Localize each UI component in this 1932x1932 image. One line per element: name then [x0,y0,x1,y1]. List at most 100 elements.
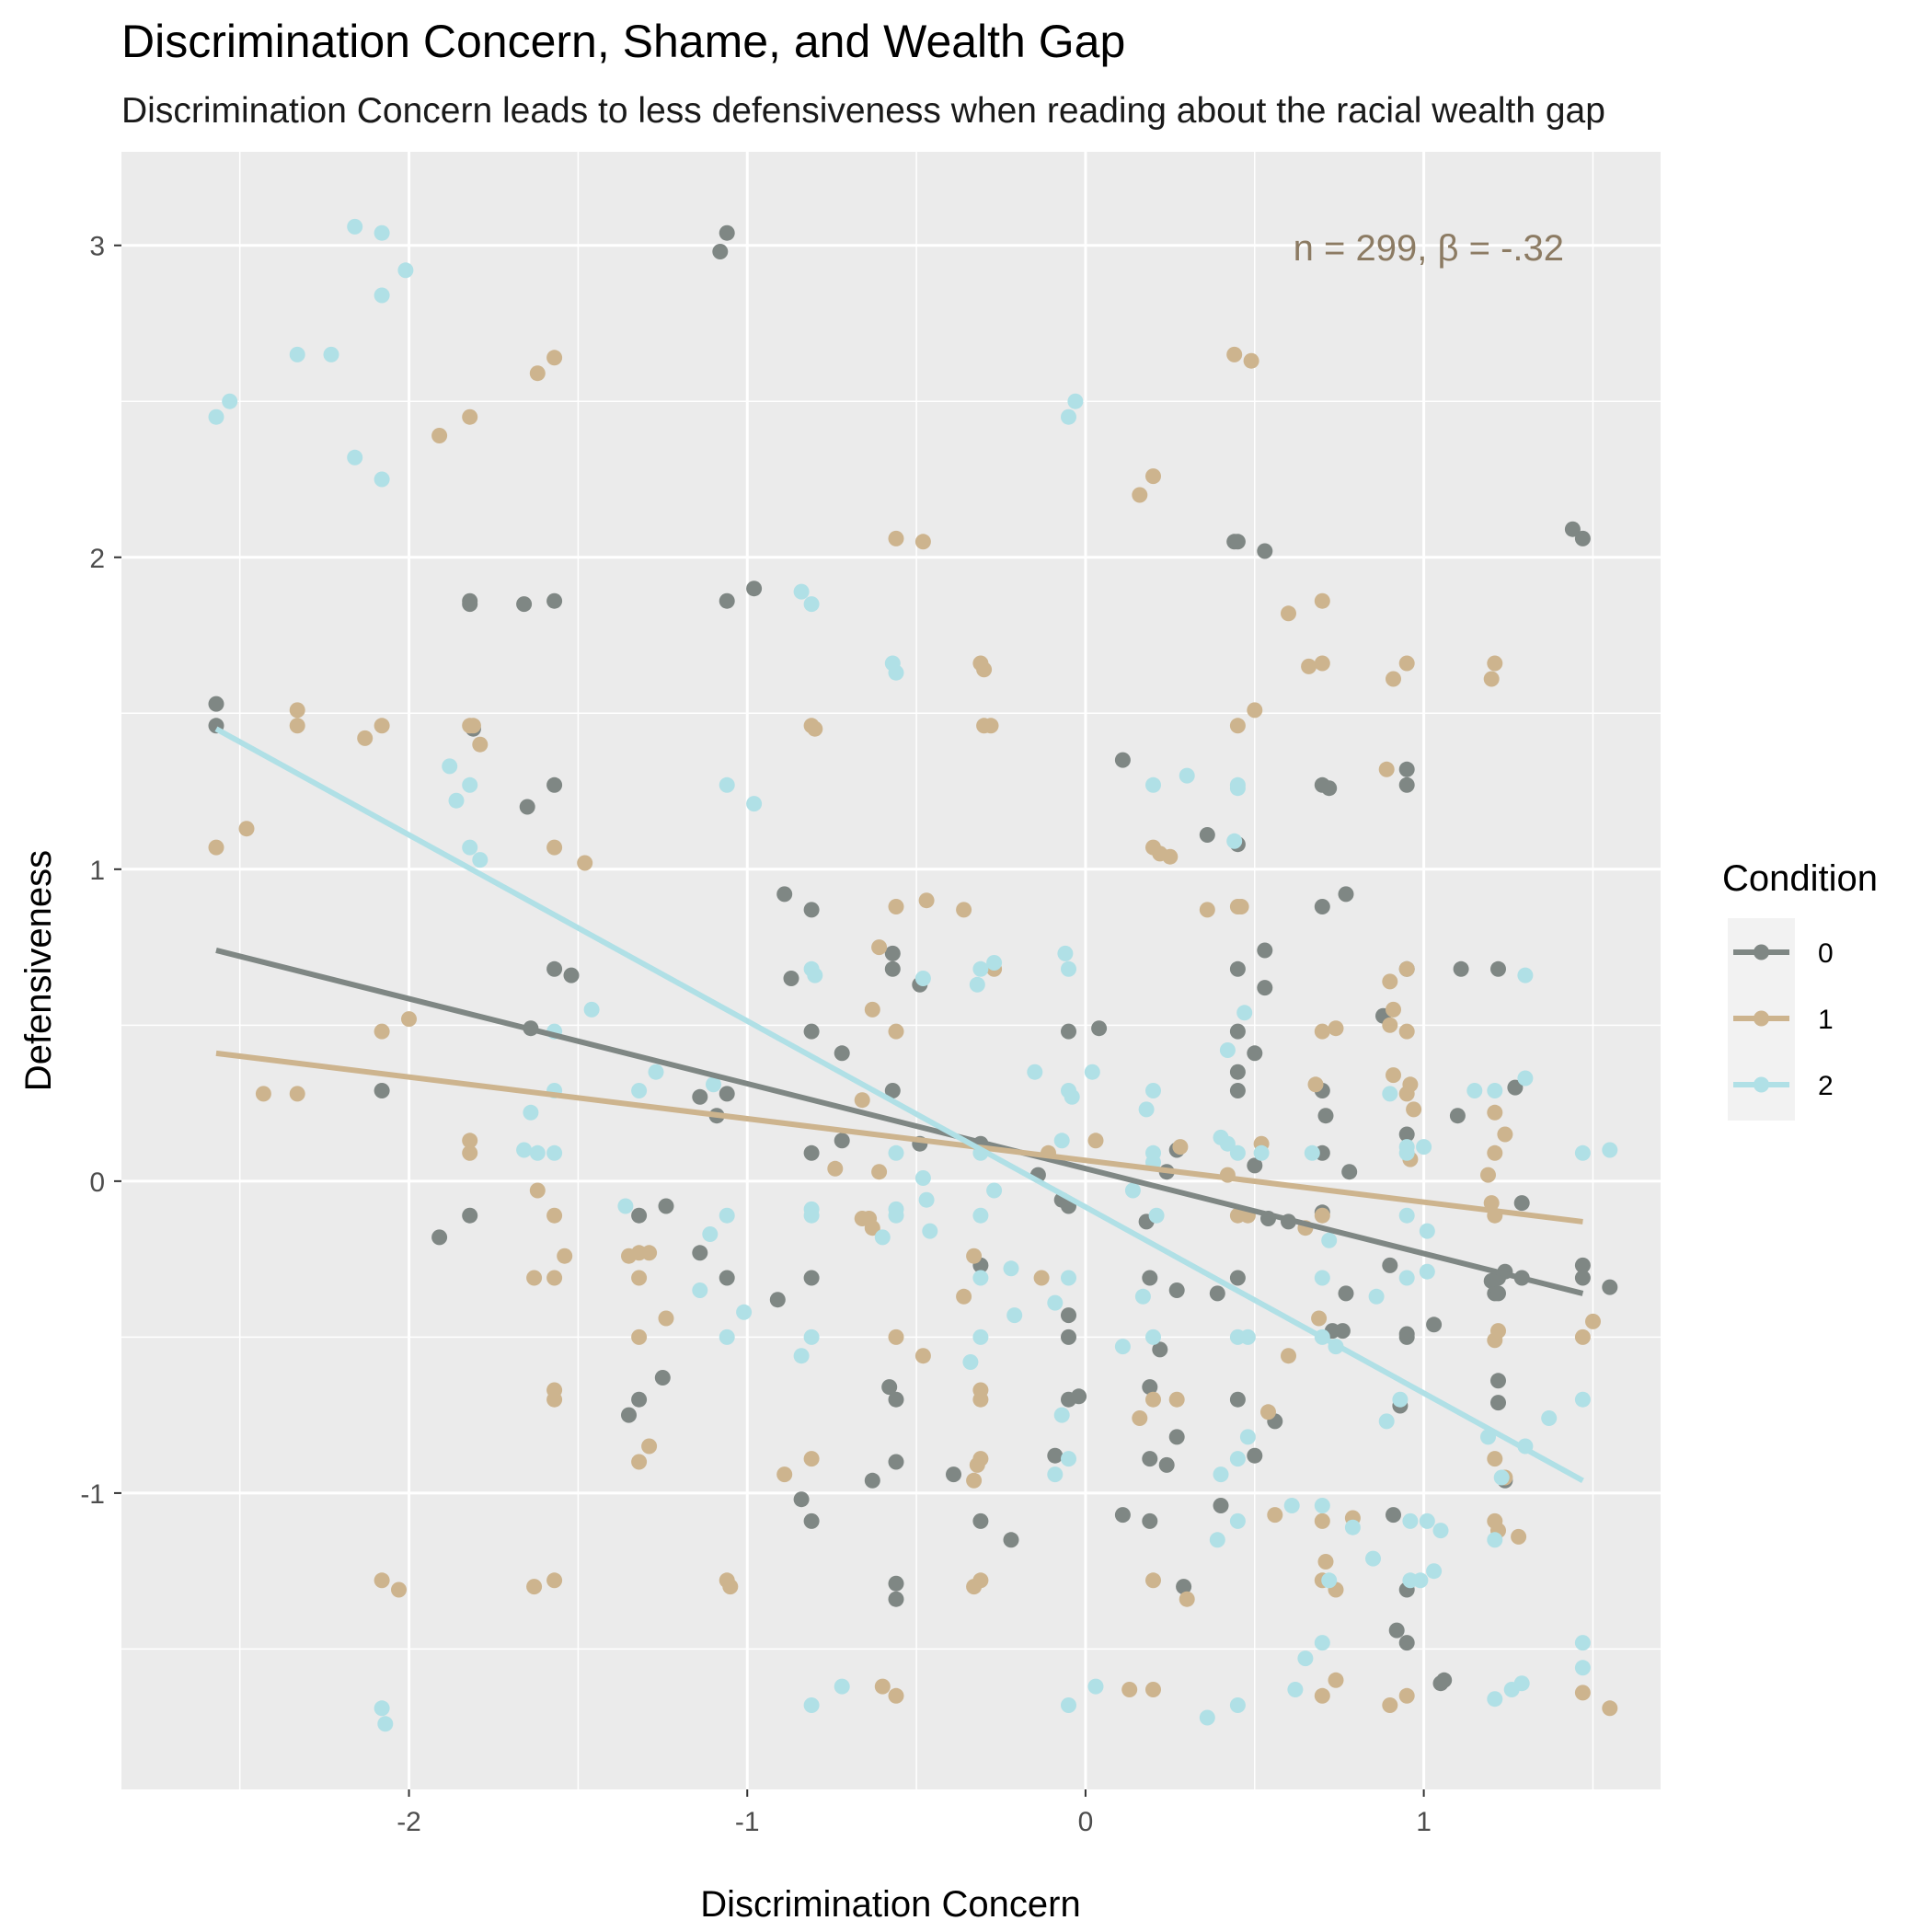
data-point [546,839,563,856]
data-point [888,1328,904,1345]
data-point [1176,1579,1192,1595]
data-point [1382,973,1398,990]
data-point [546,960,563,977]
data-point [969,976,985,993]
data-point [1071,1388,1087,1405]
data-point [706,1076,721,1093]
data-point [1247,1045,1263,1062]
x-tick-label: 1 [1416,1807,1432,1837]
data-point [1064,1088,1080,1105]
data-point [1229,1391,1246,1408]
data-point [803,902,820,918]
data-point [888,664,904,681]
data-point [1490,1395,1506,1411]
data-point [1398,1328,1415,1345]
data-point [1314,1512,1330,1529]
data-point [1301,658,1317,674]
data-point [1179,1591,1195,1607]
data-point [1487,655,1503,672]
data-point [864,1220,880,1236]
data-point [1497,1126,1513,1143]
data-point [1511,1528,1527,1545]
data-point [1168,1282,1185,1298]
data-point [1061,408,1076,425]
data-point [1398,1023,1415,1040]
data-point [1121,1682,1138,1697]
data-point [1541,1410,1558,1426]
data-point [374,1572,390,1589]
data-point [888,1391,904,1408]
data-point [1564,521,1581,537]
trend-line-1 [215,1050,1583,1225]
data-point [1061,1270,1076,1286]
data-point [1061,1023,1076,1040]
data-point [1398,960,1415,977]
data-point [803,1512,820,1529]
trend-lines [214,726,1584,1483]
data-point [1145,1391,1161,1408]
data-point [1398,1270,1415,1286]
data-point [1517,967,1534,983]
data-point [462,839,478,856]
data-point [983,718,999,734]
data-point [208,696,224,712]
data-point [658,1198,674,1214]
data-point [631,1207,648,1224]
data-point [529,1144,546,1161]
data-point [1314,1498,1330,1513]
data-point [448,792,465,809]
data-point [617,1198,634,1214]
data-point [529,1182,546,1199]
data-point [1247,1157,1263,1174]
data-point [631,1328,648,1345]
data-point [323,346,339,362]
data-point [1145,1328,1161,1345]
data-point [1091,1020,1108,1037]
trend-line-2 [214,726,1584,1483]
data-point [1314,1207,1330,1224]
data-point [519,799,535,815]
data-point [1253,1144,1270,1161]
legend-label: 1 [1818,1005,1834,1035]
data-point [881,1379,898,1396]
data-point [783,971,799,986]
data-point [391,1581,407,1598]
data-point [888,1687,904,1704]
data-point [803,1144,820,1161]
data-point [1229,534,1246,550]
data-point [1483,671,1500,687]
data-point [1199,1709,1215,1726]
data-point [972,1207,989,1224]
data-point [1338,886,1354,903]
chart-subtitle: Discrimination Concern leads to less def… [121,91,1605,131]
data-point [546,1144,563,1161]
data-point [1341,1164,1358,1180]
data-point [374,1083,390,1098]
data-point [1145,468,1161,485]
data-point [546,592,563,609]
data-point [1061,1307,1076,1324]
data-point [1287,1682,1304,1697]
data-point [442,758,458,775]
data-point [966,1248,983,1264]
data-point [1466,1083,1483,1098]
data-point [1386,1001,1401,1018]
data-point [793,1348,810,1364]
data-point [972,1451,989,1467]
data-point [255,1086,271,1102]
data-point [972,960,989,977]
data-point [803,1451,820,1467]
data-point [1574,1270,1591,1286]
data-point [289,718,305,734]
data-point [736,1304,753,1320]
data-point [986,955,1003,971]
trend-line-0 [215,948,1584,1296]
data-point [1317,1108,1334,1124]
data-point [462,1144,478,1161]
data-point [1199,827,1215,843]
data-point [1239,1429,1256,1445]
data-point [719,1328,735,1345]
data-point [1378,1413,1395,1430]
data-point [1517,1070,1534,1087]
data-point [1281,605,1296,622]
